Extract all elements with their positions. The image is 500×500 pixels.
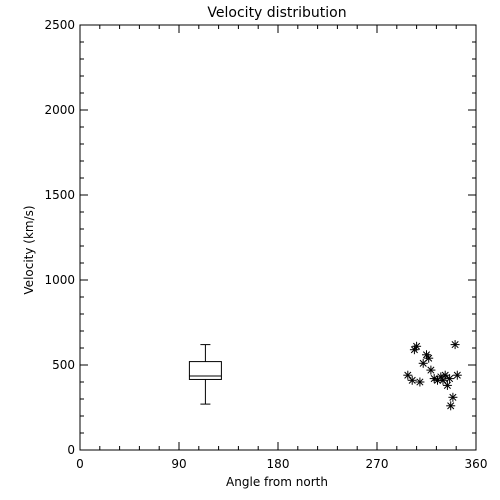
data-point bbox=[412, 341, 422, 351]
x-axis-label: Angle from north bbox=[226, 475, 328, 489]
data-point bbox=[426, 365, 436, 375]
y-tick-label: 500 bbox=[52, 358, 75, 372]
data-point bbox=[446, 401, 456, 411]
data-point bbox=[445, 374, 455, 384]
scatter-points bbox=[403, 340, 462, 411]
y-tick-label: 0 bbox=[67, 443, 75, 457]
data-point bbox=[424, 353, 434, 363]
x-tick-label: 270 bbox=[366, 457, 389, 471]
x-tick-label: 90 bbox=[171, 457, 186, 471]
y-tick-label: 2500 bbox=[44, 18, 75, 32]
y-tick-label: 2000 bbox=[44, 103, 75, 117]
data-point bbox=[415, 377, 425, 387]
data-point bbox=[407, 375, 417, 385]
data-point bbox=[442, 380, 452, 390]
boxplot-box bbox=[188, 361, 222, 380]
plot-frame bbox=[79, 24, 477, 451]
x-tick-label: 0 bbox=[76, 457, 84, 471]
chart-title: Velocity distribution bbox=[207, 5, 346, 21]
axes-layer: 0 90 180 270 360 0 500 1000 1500 2000 2500 bbox=[44, 18, 487, 471]
data-point bbox=[450, 340, 460, 350]
y-tick-label: 1000 bbox=[44, 273, 75, 287]
data-point bbox=[452, 370, 462, 380]
y-axis-label: Velocity (km/s) bbox=[22, 205, 36, 294]
y-tick-label: 1500 bbox=[44, 188, 75, 202]
data-point bbox=[448, 392, 458, 402]
boxplot-layer bbox=[188, 344, 222, 405]
x-tick-label: 180 bbox=[267, 457, 290, 471]
x-tick-label: 360 bbox=[465, 457, 488, 471]
